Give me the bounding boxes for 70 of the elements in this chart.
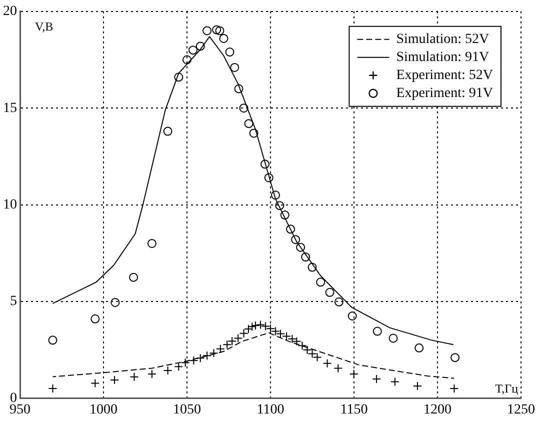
- point: [286, 224, 296, 234]
- point: [450, 353, 460, 362]
- y-tick-label: 5: [10, 294, 17, 310]
- x-tick-label: 1050: [173, 402, 201, 418]
- point: [372, 326, 382, 336]
- point: [275, 201, 284, 210]
- point: [244, 119, 254, 128]
- point: [202, 26, 212, 36]
- point: [308, 262, 317, 272]
- point: [234, 84, 244, 94]
- x-tick-label: 1200: [424, 402, 452, 418]
- point: [212, 25, 222, 34]
- point: [234, 334, 243, 343]
- point: [334, 297, 344, 306]
- point: [182, 55, 192, 64]
- point: [209, 348, 218, 358]
- x-tick-label: 1100: [256, 402, 284, 418]
- point: [110, 298, 120, 307]
- legend-label: Experiment: 91V: [396, 86, 493, 102]
- legend-label: Simulation: 91V: [396, 50, 490, 66]
- point: [239, 328, 248, 338]
- point: [230, 62, 240, 72]
- point: [48, 336, 58, 345]
- point: [174, 362, 184, 372]
- point: [228, 336, 237, 346]
- x-tick-label: 1150: [340, 402, 368, 418]
- point: [222, 340, 232, 350]
- legend-label: Experiment: 52V: [396, 68, 493, 84]
- point: [180, 358, 190, 368]
- point: [163, 126, 172, 136]
- point: [249, 128, 258, 138]
- point: [348, 312, 357, 321]
- point: [90, 378, 100, 388]
- point: [291, 235, 300, 244]
- point: [390, 377, 400, 386]
- point: [260, 160, 270, 169]
- point: [225, 48, 234, 57]
- point: [414, 343, 424, 352]
- point: [322, 358, 332, 368]
- y-tick-label: 10: [3, 197, 17, 212]
- point: [239, 104, 248, 113]
- point: [196, 354, 205, 363]
- point: [296, 242, 306, 252]
- point: [264, 173, 274, 182]
- point: [301, 252, 310, 262]
- x-tick-label: 1000: [90, 402, 118, 418]
- legend-label: Simulation: 52V: [396, 32, 490, 48]
- point: [216, 344, 225, 354]
- point: [129, 272, 138, 282]
- point: [202, 351, 212, 360]
- point: [174, 72, 184, 82]
- x-tick-label: 1250: [507, 402, 535, 418]
- point: [90, 314, 100, 324]
- point: [196, 42, 205, 51]
- y-tick-label: 20: [3, 4, 17, 20]
- point: [215, 26, 224, 36]
- x-axis-title: T,Гц: [495, 381, 519, 396]
- point: [271, 190, 280, 200]
- y-tick-label: 15: [3, 100, 17, 116]
- y-axis-title: V,B: [35, 20, 54, 34]
- point: [130, 372, 139, 382]
- point: [147, 238, 156, 248]
- x-tick-label: 950: [10, 402, 30, 418]
- point: [219, 34, 228, 43]
- point: [334, 364, 343, 373]
- point: [388, 334, 398, 343]
- point: [188, 46, 198, 55]
- point: [316, 278, 326, 287]
- point: [325, 288, 334, 297]
- point: [280, 210, 290, 220]
